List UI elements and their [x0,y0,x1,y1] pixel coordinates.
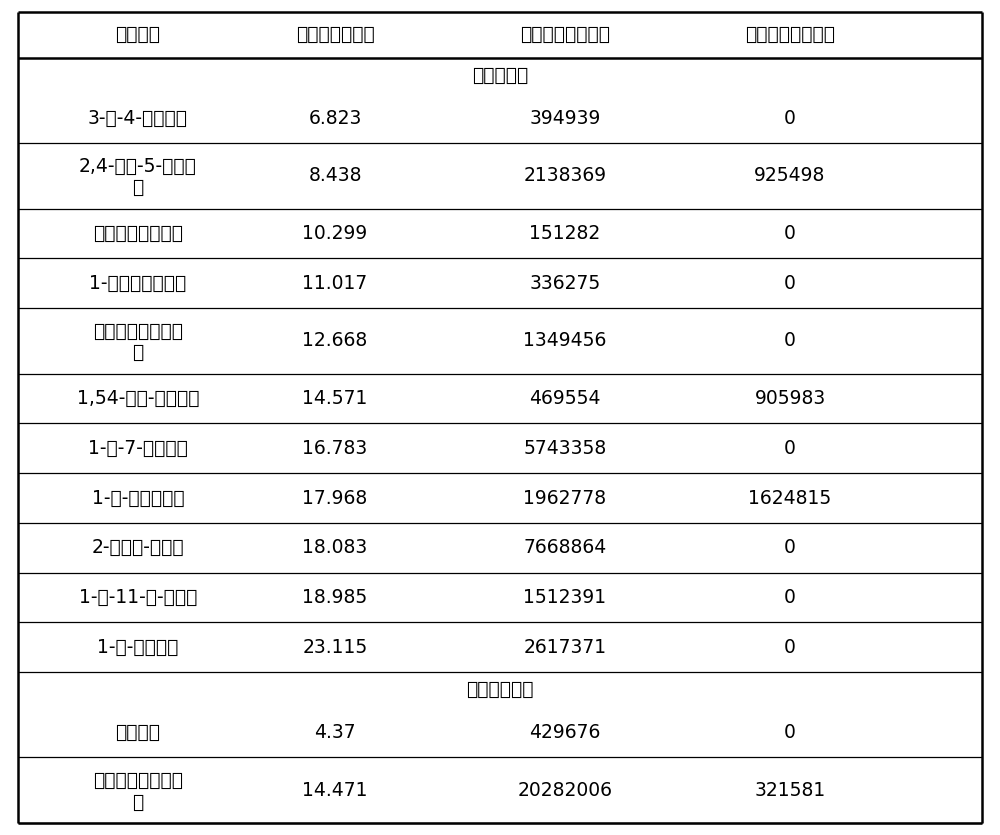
Text: 0: 0 [784,588,796,607]
Text: 905983: 905983 [754,389,826,408]
Text: 0: 0 [784,224,796,243]
Text: 1962778: 1962778 [523,488,607,508]
Text: 邻苯二甲酸二异丁: 邻苯二甲酸二异丁 [93,771,183,790]
Text: 0: 0 [784,274,796,293]
Text: 16.783: 16.783 [302,439,368,458]
Text: 0: 0 [784,539,796,557]
Text: 廿二烷基三氯硅烷: 廿二烷基三氯硅烷 [93,224,183,243]
Text: 10.299: 10.299 [302,224,368,243]
Text: 1349456: 1349456 [523,331,607,351]
Text: 14.471: 14.471 [302,781,368,800]
Text: 18.985: 18.985 [302,588,368,607]
Text: 0: 0 [784,439,796,458]
Text: 8.438: 8.438 [308,166,362,185]
Text: 336275: 336275 [529,274,601,293]
Text: 非有机卤代物: 非有机卤代物 [466,681,534,700]
Text: 0: 0 [784,109,796,128]
Text: 6.823: 6.823 [308,109,362,128]
Text: 469554: 469554 [529,389,601,408]
Text: 2138369: 2138369 [523,166,607,185]
Text: 3-氯-4-氟苯乙酮: 3-氯-4-氟苯乙酮 [88,109,188,128]
Text: 1-十八烷基磺酰氯: 1-十八烷基磺酰氯 [89,274,187,293]
Text: 物质类别: 物质类别 [116,25,160,44]
Text: 394939: 394939 [529,109,601,128]
Text: 23.115: 23.115 [302,638,368,656]
Text: 5743358: 5743358 [523,439,607,458]
Text: 1-溴-11-碘-十一烷: 1-溴-11-碘-十一烷 [79,588,197,607]
Text: 0: 0 [784,331,796,351]
Text: 18.083: 18.083 [302,539,368,557]
Text: 12.668: 12.668 [302,331,368,351]
Text: 1,54-二溴-五十四烷: 1,54-二溴-五十四烷 [77,389,199,408]
Text: 20282006: 20282006 [518,781,612,800]
Text: 有机卤代物: 有机卤代物 [472,66,528,85]
Text: 2-氯丙酸-十六酯: 2-氯丙酸-十六酯 [92,539,184,557]
Text: 14.571: 14.571 [302,389,368,408]
Text: 峰面积（反应前）: 峰面积（反应前） [520,25,610,44]
Text: 11.017: 11.017 [302,274,368,293]
Text: 151282: 151282 [529,224,601,243]
Text: 峰面积（反应后）: 峰面积（反应后） [745,25,835,44]
Text: 1-氯-二十七烷: 1-氯-二十七烷 [97,638,179,656]
Text: 保留时间（分）: 保留时间（分） [296,25,374,44]
Text: 三氯乙酸十五烷基: 三氯乙酸十五烷基 [93,321,183,341]
Text: 2,4-二氯-5-氟苯乙: 2,4-二氯-5-氟苯乙 [79,157,197,175]
Text: 1624815: 1624815 [748,488,832,508]
Text: 2617371: 2617371 [523,638,607,656]
Text: 925498: 925498 [754,166,826,185]
Text: 1-氯-二十一碳烷: 1-氯-二十一碳烷 [92,488,184,508]
Text: 321581: 321581 [754,781,826,800]
Text: 酯: 酯 [132,343,144,362]
Text: 4.37: 4.37 [314,723,356,742]
Text: 对二甲苯: 对二甲苯 [116,723,160,742]
Text: 1512391: 1512391 [523,588,607,607]
Text: 17.968: 17.968 [302,488,368,508]
Text: 0: 0 [784,723,796,742]
Text: 429676: 429676 [529,723,601,742]
Text: 酮: 酮 [132,179,144,197]
Text: 7668864: 7668864 [523,539,607,557]
Text: 1-氯-7-十七碳烯: 1-氯-7-十七碳烯 [88,439,188,458]
Text: 酯: 酯 [132,792,144,812]
Text: 0: 0 [784,638,796,656]
